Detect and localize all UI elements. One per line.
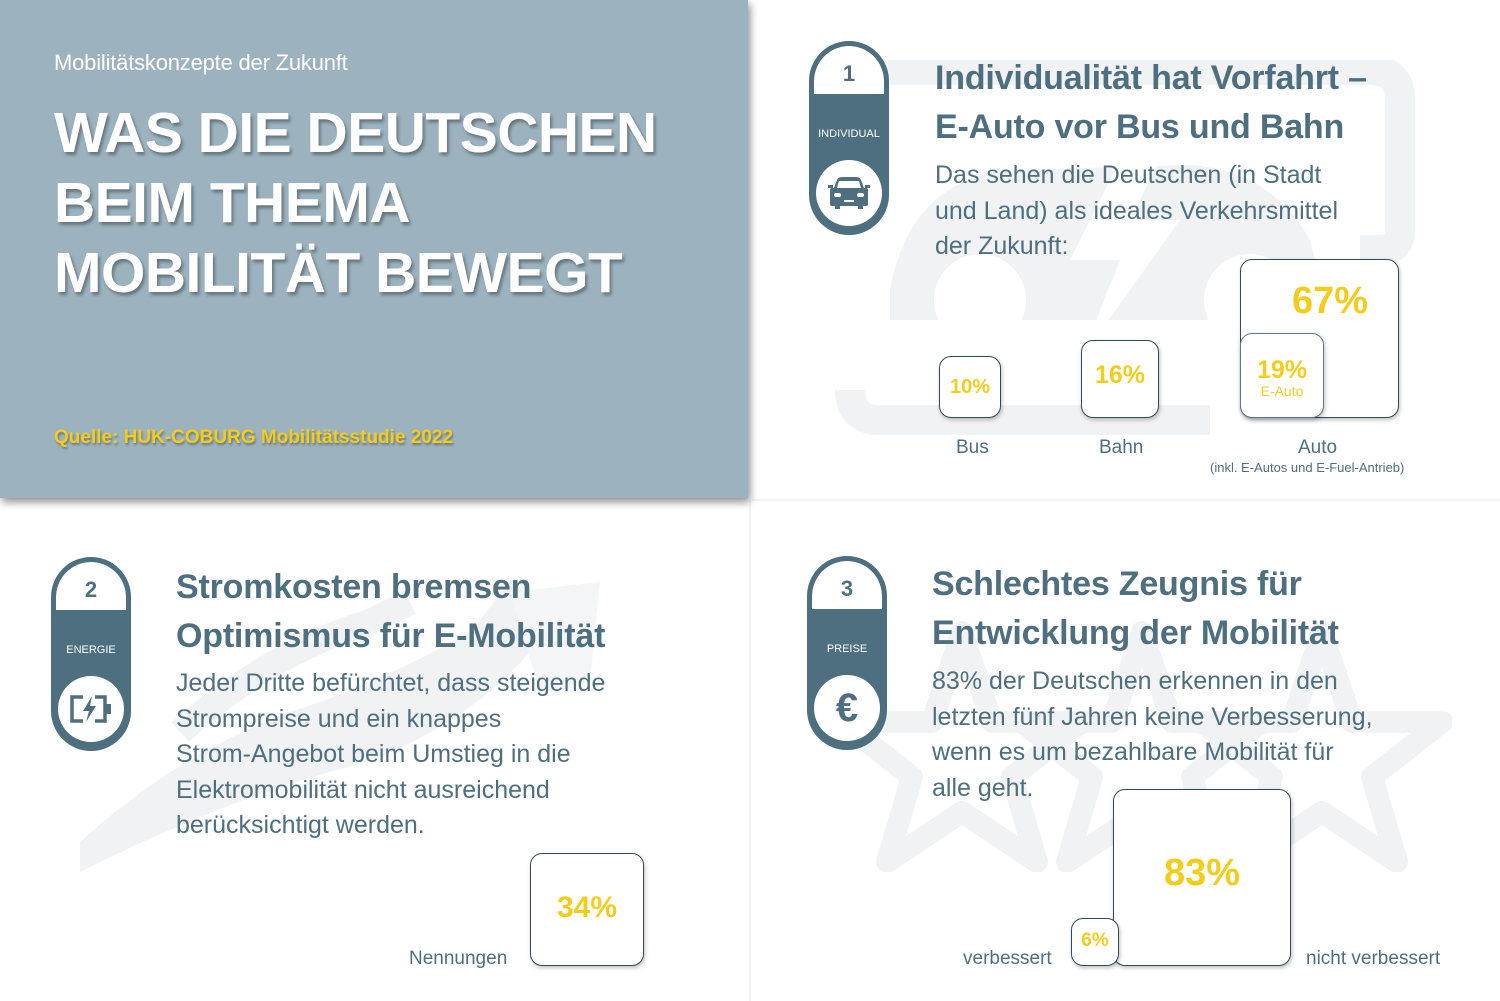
hero-title-line: MOBILITÄT BEWEGT	[54, 241, 623, 305]
label-auto: Auto	[1298, 437, 1338, 458]
stat-box-bus: 10%	[939, 356, 1001, 418]
badge-number: 3	[812, 561, 882, 609]
battery-charging-icon	[70, 695, 111, 723]
divider-horizontal	[752, 499, 1500, 501]
stat-box-nicht-verbessert: 83%	[1113, 789, 1291, 966]
section-text: Jeder Dritte befürchtet, dass steigende …	[176, 669, 606, 839]
section-title: Schlechtes Zeugnis für Entwicklung der M…	[932, 565, 1339, 652]
euro-icon: €	[835, 686, 859, 730]
badge-category: ENERGIE	[66, 644, 116, 656]
car-icon	[828, 177, 870, 209]
divider-vertical	[749, 500, 751, 1001]
badge-category: PREISE	[826, 643, 868, 655]
label-nicht-verbessert: nicht verbessert	[1306, 948, 1441, 969]
badge-number: 2	[56, 562, 126, 610]
stat-box-nennungen: 34%	[530, 853, 644, 966]
section-text: 83% der Deutschen erkennen in den letzte…	[932, 667, 1373, 802]
hero-title-line: WAS DIE DEUTSCHEN	[54, 101, 657, 165]
stat-box-verbessert: 6%	[1071, 918, 1119, 966]
hero-title-line: BEIM THEMA	[54, 171, 410, 235]
stat-box-bahn: 16%	[1081, 340, 1159, 418]
hero-kicker: Mobilitätskonzepte der Zukunft	[54, 50, 348, 75]
badge-number: 1	[814, 46, 884, 94]
badge-preise: 3 PREISE €	[807, 556, 887, 750]
section-title: Stromkosten bremsen Optimismus für E-Mob…	[176, 568, 606, 655]
badge-energie: 2 ENERGIE	[51, 557, 131, 751]
hero-title: WAS DIE DEUTSCHEN BEIM THEMA MOBILITÄT B…	[54, 98, 657, 308]
section-preise: 3 PREISE € Schlechtes Zeugnis für Entwic…	[752, 502, 1500, 1001]
section-text: Das sehen die Deutschen (in Stadt und La…	[935, 161, 1339, 260]
label-auto-note: (inkl. E-Autos und E-Fuel-Antrieb)	[1210, 460, 1405, 475]
badge-category: INDIVIDUAL	[818, 128, 880, 140]
label-bahn: Bahn	[1099, 437, 1144, 458]
section-energie: 2 ENERGIE Stromkosten bremsen Optimismus…	[0, 502, 748, 1001]
label-bus: Bus	[956, 437, 989, 458]
label-verbessert: verbessert	[963, 948, 1052, 969]
stat-box-e-auto: 19% E-Auto	[1240, 333, 1324, 418]
label-nennungen: Nennungen	[409, 948, 508, 969]
badge-individual: 1 INDIVIDUAL	[809, 41, 889, 235]
source-note: Quelle: HUK-COBURG Mobilitätsstudie 2022	[54, 427, 454, 448]
hero-panel: Mobilitätskonzepte der Zukunft WAS DIE D…	[0, 0, 748, 498]
section-title: Individualität hat Vorfahrt – E-Auto vor…	[935, 59, 1367, 146]
section-individual: 1 INDIVIDUAL Individualität hat Vorfahrt…	[752, 0, 1500, 500]
